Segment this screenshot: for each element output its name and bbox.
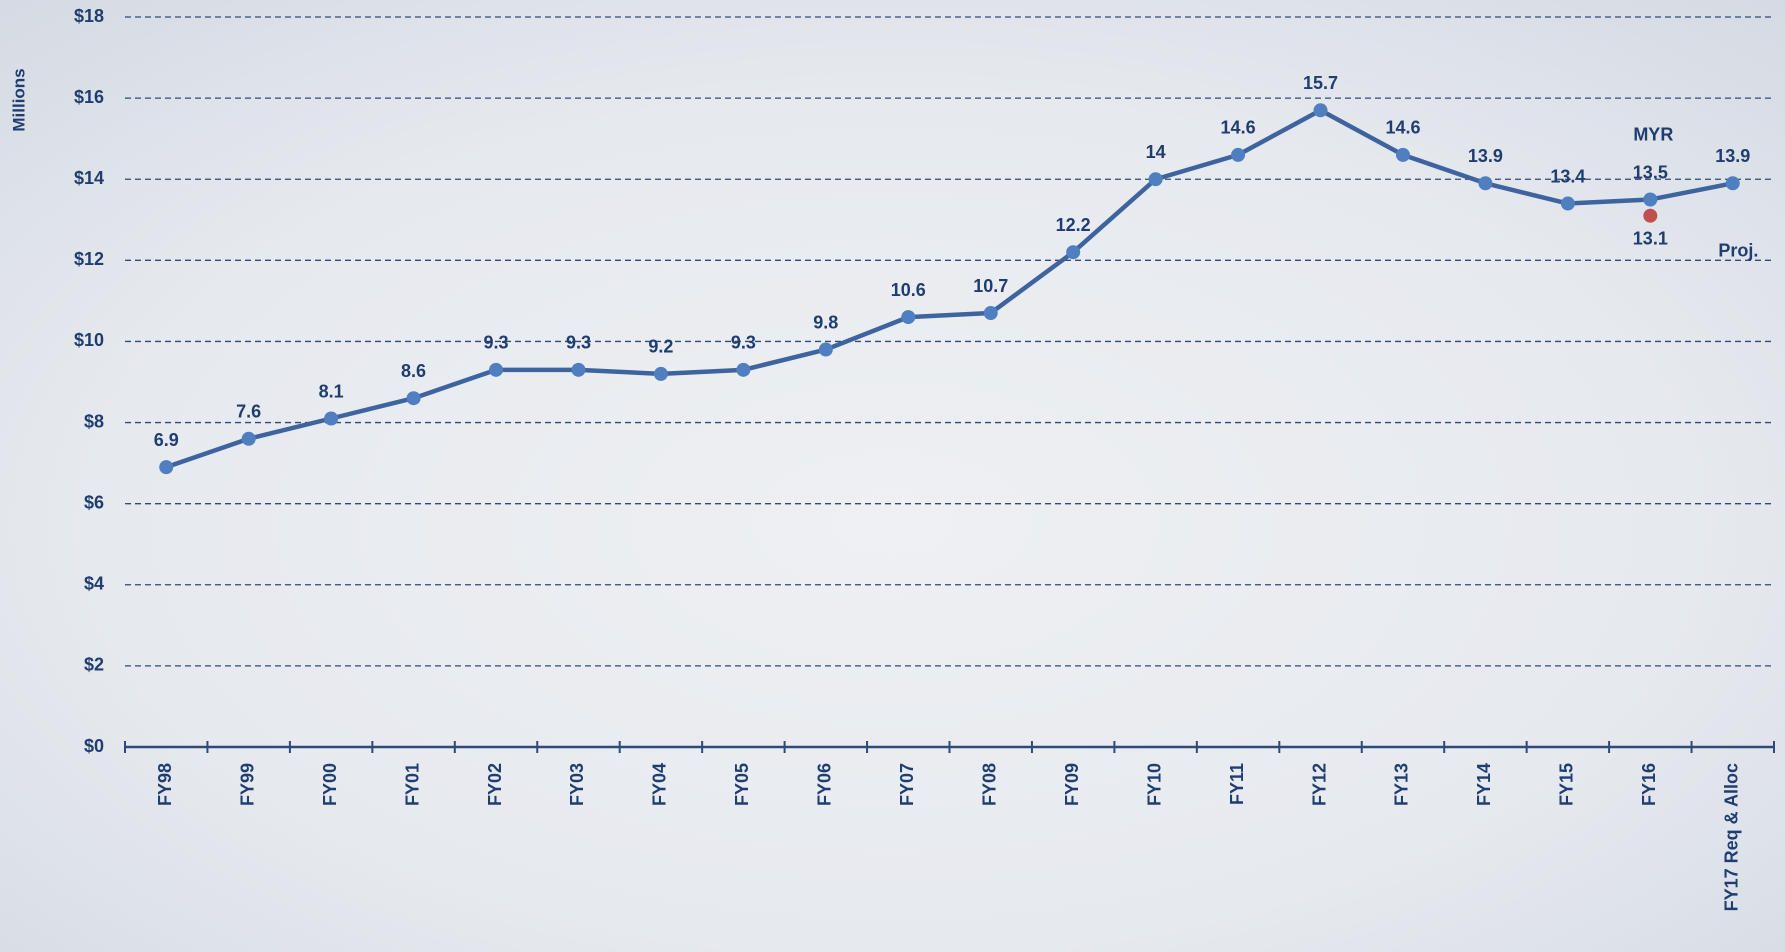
x-tick-label: FY08 bbox=[979, 763, 999, 806]
data-point bbox=[736, 363, 750, 377]
data-label: 7.6 bbox=[236, 402, 261, 422]
data-point bbox=[1396, 148, 1410, 162]
data-label: 12.2 bbox=[1056, 215, 1091, 235]
data-point bbox=[324, 412, 338, 426]
y-tick-label: $16 bbox=[74, 87, 104, 107]
data-label: 14 bbox=[1146, 142, 1166, 162]
data-label: 14.6 bbox=[1385, 118, 1420, 138]
x-tick-label: FY14 bbox=[1474, 763, 1494, 806]
data-label: 9.8 bbox=[813, 312, 838, 332]
chart: Millions $0 $2 $4 $6 $8 $10 $12 $14 $16 $18 FY98 FY… bbox=[0, 0, 1785, 952]
x-tick-label: FY12 bbox=[1309, 763, 1329, 806]
data-label: 13.1 bbox=[1633, 228, 1668, 248]
y-tick-label: $10 bbox=[74, 330, 104, 350]
data-label: 9.3 bbox=[484, 333, 509, 353]
x-tick-label: FY99 bbox=[237, 763, 257, 806]
x-tick-label: FY98 bbox=[155, 763, 175, 806]
data-point bbox=[1643, 193, 1657, 207]
data-point bbox=[901, 310, 915, 324]
x-tick-label: FY06 bbox=[815, 763, 835, 806]
data-point bbox=[1066, 245, 1080, 259]
x-tick-label: FY10 bbox=[1144, 763, 1164, 806]
data-label: 9.2 bbox=[648, 337, 673, 357]
x-tick-label: FY17 Req & Alloc bbox=[1722, 763, 1742, 911]
data-point bbox=[407, 391, 421, 405]
data-label: 10.7 bbox=[973, 276, 1008, 296]
data-label: 8.1 bbox=[319, 381, 344, 401]
data-point bbox=[819, 343, 833, 357]
x-tick-label: FY03 bbox=[567, 763, 587, 806]
x-tick-label: FY04 bbox=[650, 763, 670, 806]
data-label: 8.6 bbox=[401, 361, 426, 381]
data-point bbox=[571, 363, 585, 377]
x-tick-label: FY11 bbox=[1227, 763, 1247, 805]
x-tick-label: FY15 bbox=[1557, 763, 1577, 806]
data-point bbox=[159, 460, 173, 474]
data-label: 9.3 bbox=[731, 333, 756, 353]
data-label: 9.3 bbox=[566, 333, 591, 353]
y-tick-label: $0 bbox=[84, 736, 104, 756]
y-tick-label: $14 bbox=[74, 168, 104, 188]
x-tick-label: FY01 bbox=[402, 763, 422, 806]
background bbox=[0, 0, 1785, 952]
data-point bbox=[489, 363, 503, 377]
data-label: 15.7 bbox=[1303, 73, 1338, 93]
data-point bbox=[654, 367, 668, 381]
data-point bbox=[1478, 176, 1492, 190]
data-label: 14.6 bbox=[1221, 118, 1256, 138]
data-point bbox=[984, 306, 998, 320]
x-tick-label: FY13 bbox=[1392, 763, 1412, 806]
x-tick-label: FY00 bbox=[320, 763, 340, 806]
x-tick-label: FY16 bbox=[1639, 763, 1659, 806]
x-tick-label: FY05 bbox=[732, 763, 752, 806]
data-point bbox=[1643, 209, 1657, 223]
y-tick-label: $4 bbox=[84, 574, 104, 594]
y-tick-label: $2 bbox=[84, 655, 104, 675]
data-label: 10.6 bbox=[891, 280, 926, 300]
data-label: 13.5 bbox=[1633, 162, 1668, 182]
data-point bbox=[1726, 176, 1740, 190]
data-point bbox=[242, 432, 256, 446]
data-label: 13.9 bbox=[1715, 146, 1750, 166]
annotation: Proj. bbox=[1718, 240, 1758, 260]
data-point bbox=[1314, 103, 1328, 117]
y-tick-label: $12 bbox=[74, 249, 104, 269]
data-label: 13.9 bbox=[1468, 146, 1503, 166]
y-tick-label: $8 bbox=[84, 411, 104, 431]
x-tick-label: FY02 bbox=[485, 763, 505, 806]
y-axis-label: Millions bbox=[9, 68, 28, 131]
data-point bbox=[1149, 172, 1163, 186]
y-tick-label: $18 bbox=[74, 6, 104, 26]
annotation: MYR bbox=[1633, 124, 1673, 144]
x-tick-label: FY07 bbox=[897, 763, 917, 806]
data-point bbox=[1231, 148, 1245, 162]
data-point bbox=[1561, 197, 1575, 211]
data-label: 6.9 bbox=[154, 430, 179, 450]
data-label: 13.4 bbox=[1550, 166, 1585, 186]
y-tick-label: $6 bbox=[84, 492, 104, 512]
x-tick-label: FY09 bbox=[1062, 763, 1082, 806]
